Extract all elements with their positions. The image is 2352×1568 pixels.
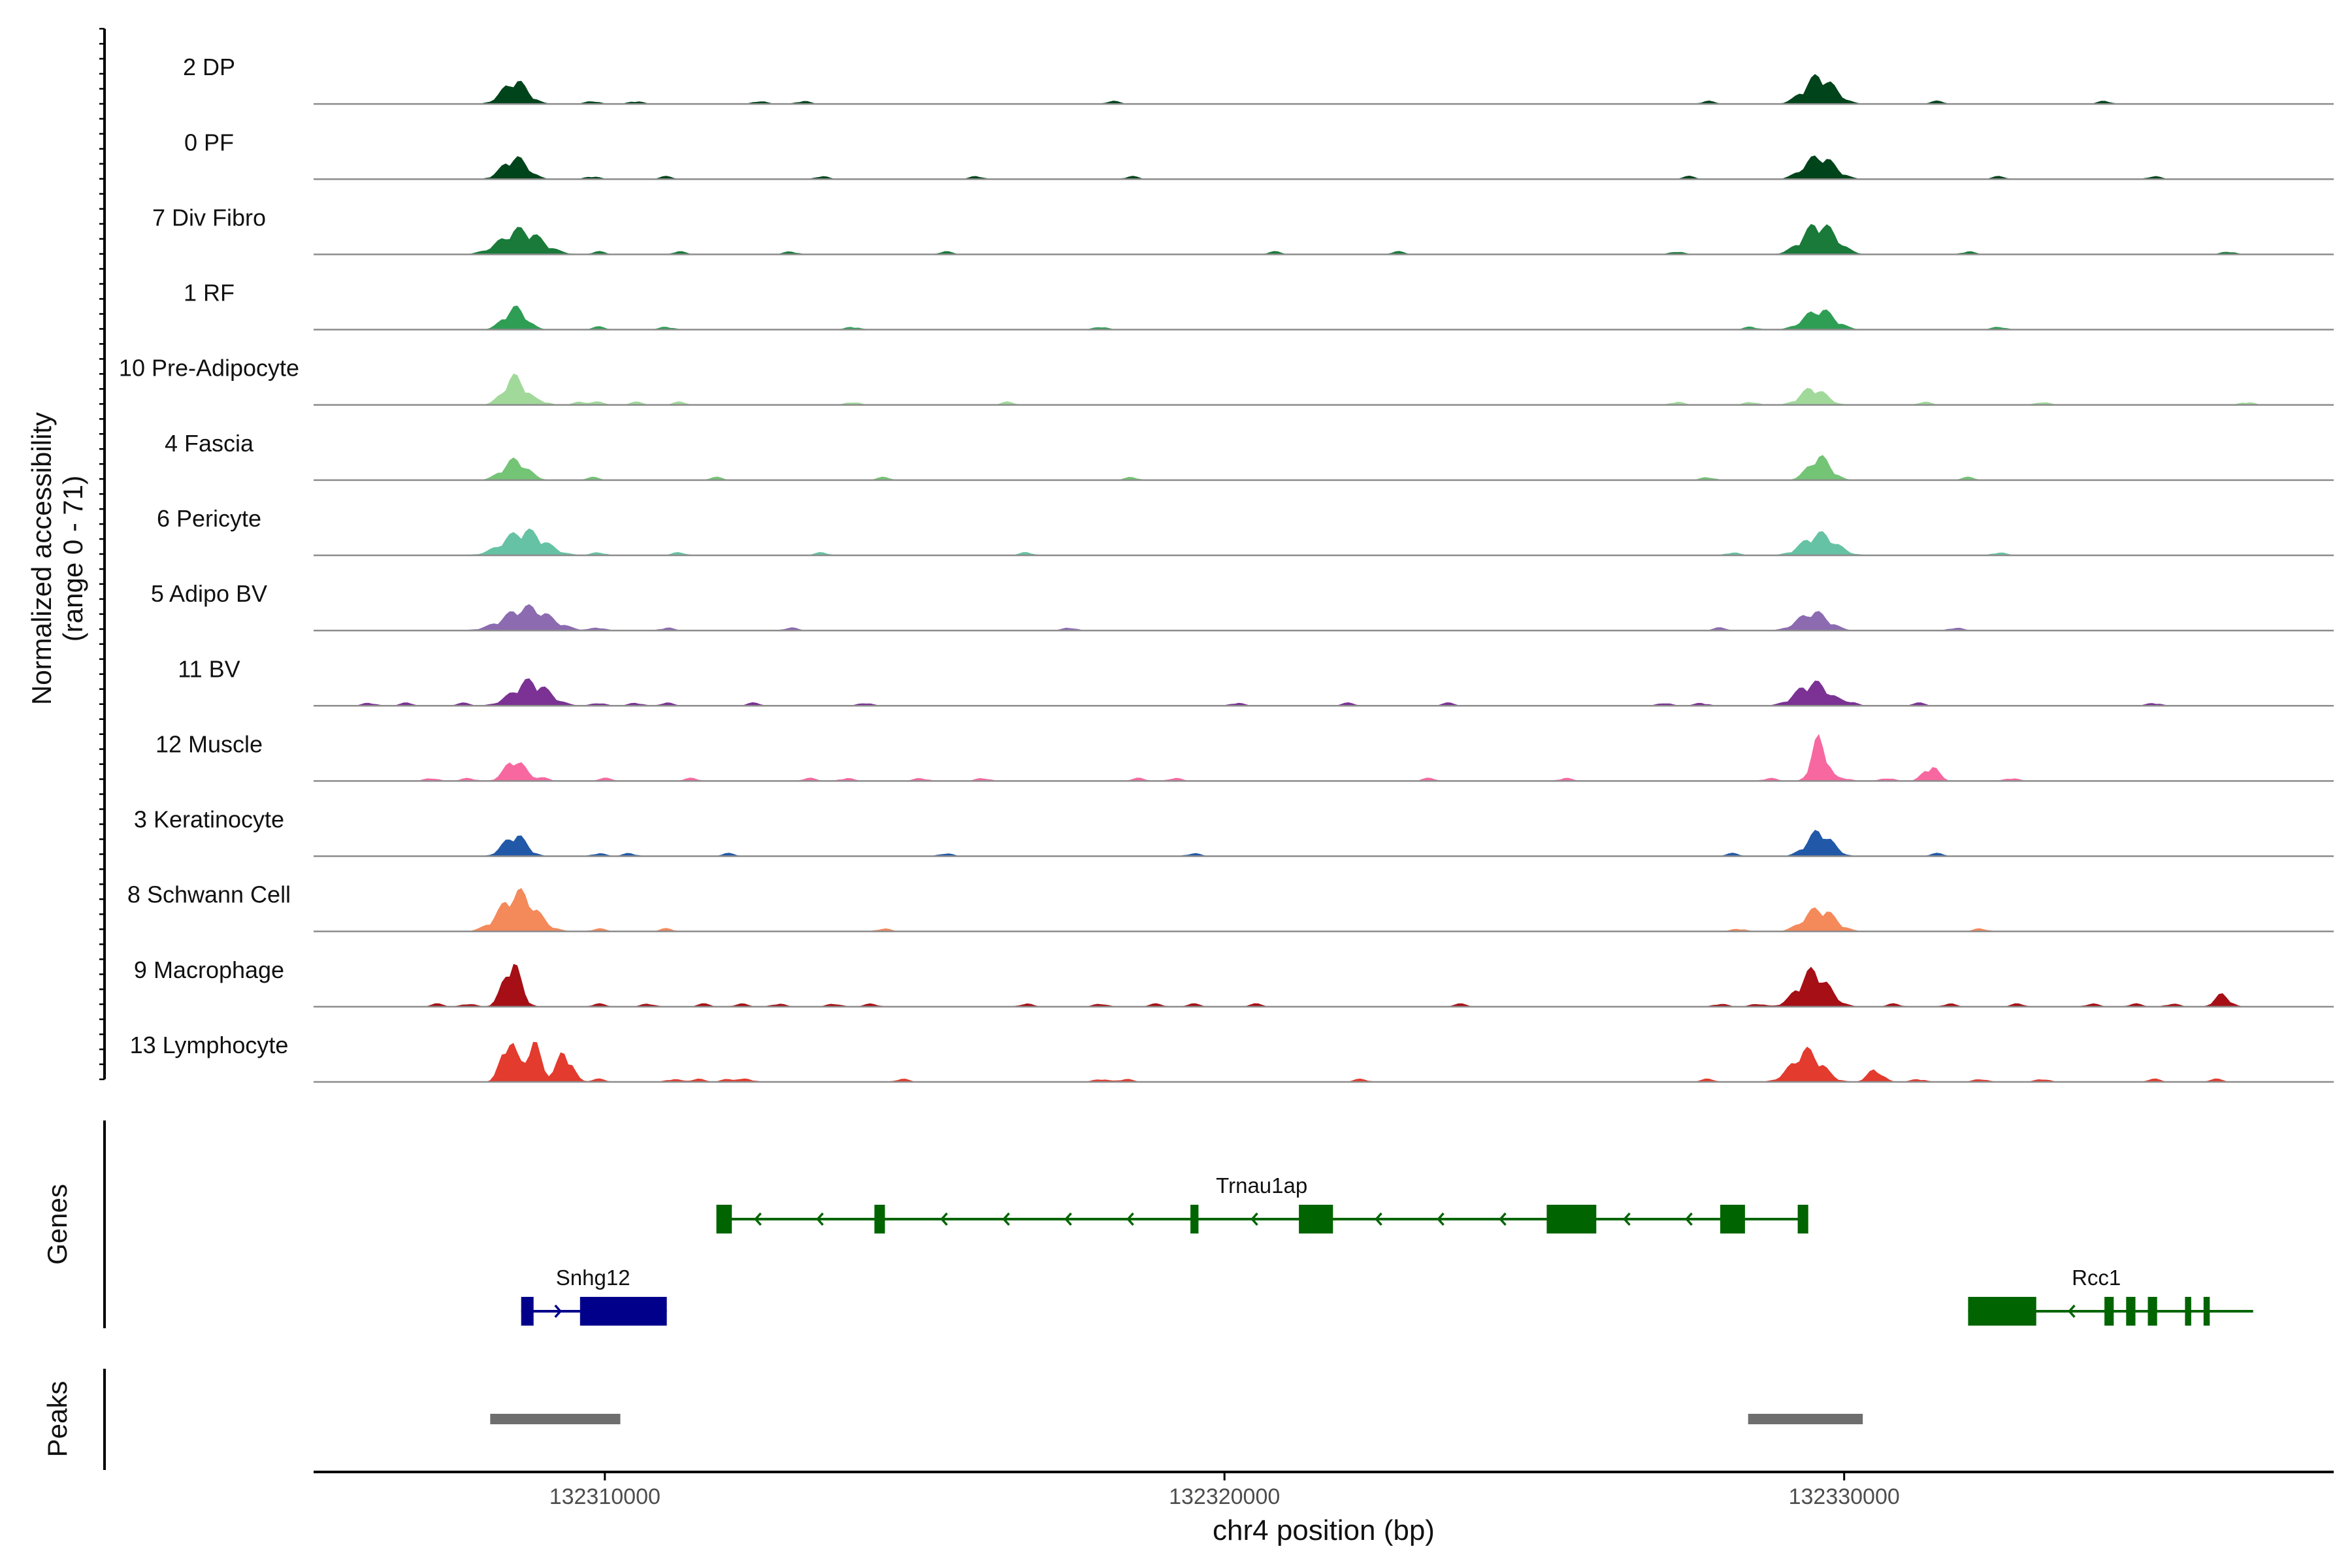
coverage-area-10-pre-adipocyte <box>314 373 2334 405</box>
gene-exon <box>1968 1297 2036 1326</box>
strand-arrow <box>1002 1212 1010 1226</box>
genes-group: Trnau1ap Snhg12 Rcc1 <box>521 1173 2253 1326</box>
track-label: 3 Keratinocyte <box>134 806 284 833</box>
strand-arrow <box>940 1212 948 1226</box>
strand-arrow <box>1126 1212 1134 1226</box>
strand-arrow <box>1685 1212 1693 1226</box>
track-label: 13 Lymphocyte <box>130 1032 289 1058</box>
track-label: 2 DP <box>183 54 235 80</box>
track-12-muscle: 12 Muscle <box>155 730 2334 782</box>
strand-arrow <box>2068 1304 2076 1318</box>
track-label: 4 Fascia <box>165 430 254 457</box>
track-6-pericyte: 6 Pericyte <box>157 505 2334 557</box>
peaks-track-label: Peaks <box>42 1381 73 1458</box>
track-8-schwann-cell: 8 Schwann Cell <box>127 881 2334 932</box>
x-tick-label: 132310000 <box>549 1484 661 1509</box>
gene-name-label: Snhg12 <box>556 1266 630 1290</box>
strand-arrow <box>1623 1212 1631 1226</box>
track-3-keratinocyte: 3 Keratinocyte <box>134 806 2334 857</box>
track-label: 8 Schwann Cell <box>127 881 291 908</box>
coverage-area-5-adipo-bv <box>314 604 2334 631</box>
gene-name-label: Trnau1ap <box>1216 1173 1307 1198</box>
track-label: 10 Pre-Adipocyte <box>119 355 299 382</box>
track-13-lymphocyte: 13 Lymphocyte <box>130 1032 2334 1083</box>
coverage-area-1-rf <box>314 305 2334 330</box>
track-5-adipo-bv: 5 Adipo BV <box>151 580 2334 632</box>
coverage-area-2-dp <box>314 74 2334 105</box>
y-axis-title-line2: (range 0 - 71) <box>57 476 88 642</box>
track-0-pf: 0 PF <box>184 129 2334 180</box>
strand-arrow <box>1375 1212 1382 1226</box>
coverage-area-6-pericyte <box>314 528 2334 555</box>
x-axis-title: chr4 position (bp) <box>1213 1514 1435 1546</box>
gene-exon <box>1299 1205 1333 1233</box>
genes-track-label: Genes <box>42 1184 73 1265</box>
track-label: 11 BV <box>178 655 240 682</box>
track-2-dp: 2 DP <box>183 54 2334 105</box>
gene-exon <box>580 1297 667 1326</box>
gene-exon <box>716 1205 732 1233</box>
track-label: 9 Macrophage <box>134 956 284 983</box>
gene-exon <box>2203 1297 2210 1326</box>
strand-arrow <box>1250 1212 1258 1226</box>
strand-arrow <box>1437 1212 1445 1226</box>
track-label: 6 Pericyte <box>157 505 261 532</box>
gene-name-label: Rcc1 <box>2072 1266 2121 1290</box>
strand-arrow <box>554 1304 563 1318</box>
gene-snhg12: Snhg12 <box>521 1266 667 1326</box>
track-1-rf: 1 RF <box>184 280 2334 331</box>
track-label: 1 RF <box>184 280 235 306</box>
tracks-group: 2 DP 0 PF 7 Div Fibro 1 RF 10 Pre-Adipocyte 4… <box>119 54 2334 1083</box>
coverage-area-8-schwann-cell <box>314 888 2334 932</box>
gene-exon <box>874 1205 885 1233</box>
peaks-group <box>490 1414 1863 1424</box>
coverage-area-3-keratinocyte <box>314 830 2334 857</box>
gene-exon <box>2148 1297 2157 1326</box>
gene-trnau1ap: Trnau1ap <box>716 1173 1808 1233</box>
track-11-bv: 11 BV <box>178 655 2334 707</box>
gene-exon <box>1190 1205 1199 1233</box>
coverage-area-7-div-fibro <box>314 223 2334 255</box>
gene-exon <box>2126 1297 2136 1326</box>
gene-exon <box>2185 1297 2191 1326</box>
strand-arrow <box>754 1212 762 1226</box>
track-label: 7 Div Fibro <box>152 204 266 231</box>
x-tick-label: 132330000 <box>1789 1484 1900 1509</box>
strand-arrow <box>1064 1212 1072 1226</box>
gene-exon <box>1720 1205 1745 1233</box>
x-tick-label: 132320000 <box>1169 1484 1280 1509</box>
coverage-area-13-lymphocyte <box>314 1041 2334 1082</box>
coverage-area-12-muscle <box>314 734 2334 781</box>
gene-exon <box>1797 1205 1808 1233</box>
y-axis-title-line1: Normalized accessibility <box>26 412 57 705</box>
coverage-y-ticks <box>99 27 105 1081</box>
track-9-macrophage: 9 Macrophage <box>134 956 2334 1008</box>
track-4-fascia: 4 Fascia <box>165 430 2334 482</box>
gene-exon <box>2104 1297 2114 1326</box>
gene-rcc1: Rcc1 <box>1968 1266 2253 1326</box>
strand-arrow <box>816 1212 824 1226</box>
gene-exon <box>521 1297 534 1326</box>
coverage-area-9-macrophage <box>314 964 2334 1007</box>
coverage-area-11-bv <box>314 678 2334 706</box>
peak-region-bar <box>490 1414 621 1424</box>
strand-arrow <box>1499 1212 1507 1226</box>
track-10-pre-adipocyte: 10 Pre-Adipocyte <box>119 355 2334 406</box>
x-axis-ticks: 132310000 132320000 132330000 <box>549 1472 1900 1509</box>
coverage-area-4-fascia <box>314 455 2334 480</box>
gene-exon <box>1546 1205 1597 1233</box>
track-label: 0 PF <box>184 129 234 155</box>
track-7-div-fibro: 7 Div Fibro <box>152 204 2334 255</box>
peak-region-bar <box>1748 1414 1863 1424</box>
track-label: 12 Muscle <box>155 730 263 757</box>
track-label: 5 Adipo BV <box>151 580 267 607</box>
coverage-area-0-pf <box>314 155 2334 180</box>
